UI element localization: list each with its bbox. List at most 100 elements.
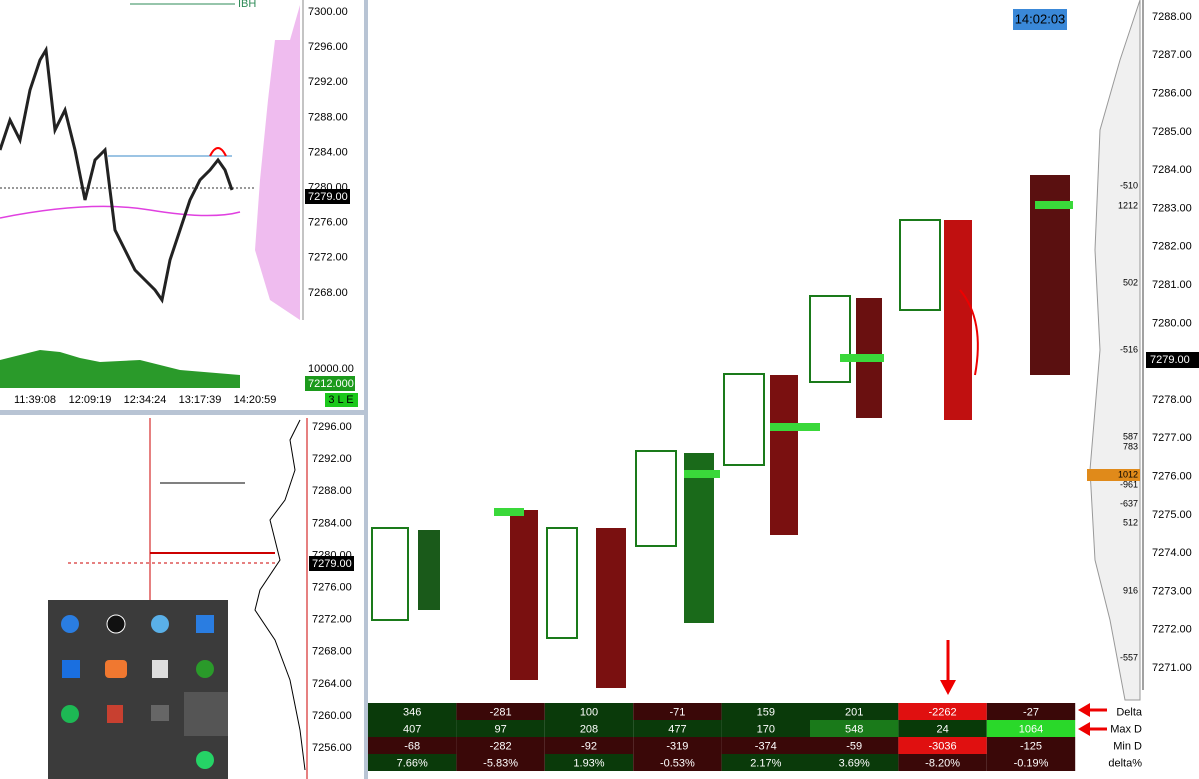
app-icon[interactable] — [105, 660, 127, 678]
summary-value: 3.69% — [839, 757, 870, 769]
y-tick-label: 7292.00 — [308, 76, 348, 88]
annotation-arc — [959, 289, 979, 376]
summary-cell — [456, 737, 545, 754]
time-axis: 11:39:08 12:09:19 12:34:24 13:17:39 14:20:59 — [14, 394, 276, 406]
vwap — [0, 205, 241, 219]
app-icon[interactable] — [196, 660, 214, 678]
profile-label: -637 — [1120, 498, 1138, 508]
summary-cell — [810, 737, 899, 754]
tray-selected[interactable] — [184, 692, 228, 736]
y-tick-label: 7276.00 — [1152, 471, 1192, 483]
y-tick-label: 7268.00 — [308, 287, 348, 299]
poc-bar — [1087, 469, 1140, 481]
y-tick-label: 7285.00 — [1152, 126, 1192, 138]
summary-value: -319 — [666, 740, 688, 752]
app-icon[interactable] — [106, 614, 126, 634]
summary-cell — [456, 720, 545, 737]
clock-box — [1013, 9, 1067, 30]
summary-cell — [721, 720, 810, 737]
summary-cell — [898, 754, 987, 771]
y-tick-label: 7287.00 — [1152, 49, 1192, 61]
whatsapp-icon[interactable] — [196, 751, 214, 769]
summary-value: -59 — [846, 740, 862, 752]
volume-bars — [0, 350, 240, 388]
y-tick-label: 7277.00 — [1152, 432, 1192, 444]
summary-value: 7.66% — [397, 757, 428, 769]
summary-cell — [986, 737, 1076, 754]
summary-value: 2.17% — [750, 757, 781, 769]
summary-cell — [721, 737, 810, 754]
y-tick-label: 7288.00 — [308, 111, 348, 123]
bottom-axis: 7296.007292.007288.007284.007280.007276.… — [312, 421, 352, 754]
summary-cell — [810, 754, 899, 771]
app-icon[interactable] — [151, 615, 169, 633]
summary-value: -125 — [1020, 740, 1042, 752]
x-tick-label: 14:20:59 — [234, 394, 277, 406]
profile-label: 502 — [1123, 277, 1138, 287]
summary-value: 208 — [580, 723, 598, 735]
profile-label: 1012 — [1118, 469, 1138, 479]
y-tick-label: 7283.00 — [1152, 202, 1192, 214]
y-tick-label: 7272.00 — [308, 252, 348, 264]
summary-value: -3036 — [929, 740, 957, 752]
right-axis: 7288.00 7287.00 7286.00 7285.00 7284.00 7283.… — [1152, 11, 1192, 674]
summary-cell — [633, 737, 722, 754]
arrow-head — [1078, 722, 1090, 736]
row-label: Min D — [1113, 740, 1142, 752]
y-tick-label: 7296.00 — [308, 41, 348, 53]
status-box — [325, 393, 358, 407]
y-tick-label: 7296.00 — [312, 421, 352, 433]
summary-cell — [456, 754, 545, 771]
summary-cell — [898, 720, 987, 737]
app-icon[interactable] — [107, 705, 123, 723]
y-tick-label: 7288.00 — [312, 485, 352, 497]
profile-label: 916 — [1123, 585, 1138, 595]
summary-value: 97 — [494, 723, 506, 735]
summary-value: -5.83% — [483, 757, 518, 769]
summary-table: 346 -281 100 -71 159 201 -2262 -27 Delta 407 97 208… — [368, 703, 1143, 771]
y-tick-label: 7300.00 — [308, 6, 348, 18]
divider — [364, 0, 368, 779]
app-icon[interactable] — [196, 615, 214, 633]
summary-cell — [986, 754, 1076, 771]
x-tick-label: 11:39:08 — [14, 394, 56, 406]
summary-value: -281 — [490, 706, 512, 718]
y-tick-label: 7274.00 — [1152, 547, 1192, 559]
volume-value: 7212.000 — [308, 378, 354, 390]
summary-cell — [456, 703, 545, 720]
y-tick-label: 7286.00 — [1152, 88, 1192, 100]
y-tick-label: 7264.00 — [312, 678, 352, 690]
summary-value: -0.53% — [660, 757, 695, 769]
row-label: delta% — [1108, 757, 1142, 769]
summary-cell — [721, 703, 810, 720]
price-box — [309, 556, 354, 571]
y-tick-label: 7275.00 — [1152, 509, 1192, 521]
summary-value: 477 — [668, 723, 686, 735]
summary-value: 346 — [403, 706, 421, 718]
price-box — [1146, 352, 1199, 368]
summary-value: -68 — [404, 740, 420, 752]
y-tick-label: 7268.00 — [312, 646, 352, 658]
summary-cell — [810, 703, 899, 720]
profile-label: -961 — [1120, 479, 1138, 489]
summary-value: -71 — [669, 706, 685, 718]
y-tick-label: 7272.00 — [1152, 624, 1192, 636]
x-tick-label: 12:34:24 — [124, 394, 167, 406]
summary-value: -2262 — [929, 706, 957, 718]
y-tick-label: 7273.00 — [1152, 585, 1192, 597]
bluetooth-icon[interactable] — [61, 615, 79, 633]
app-icon[interactable] — [62, 660, 80, 678]
price-box — [305, 189, 350, 204]
summary-value: 548 — [845, 723, 863, 735]
summary-cell — [544, 720, 634, 737]
security-icon[interactable] — [152, 660, 168, 678]
app-icon[interactable] — [151, 705, 169, 721]
spotify-icon[interactable] — [61, 705, 79, 723]
profile-label: 1212 — [1118, 200, 1138, 210]
summary-value: -27 — [1023, 706, 1039, 718]
y-tick-label: 7276.00 — [312, 582, 352, 594]
summary-value: -92 — [581, 740, 597, 752]
summary-value: -374 — [755, 740, 777, 752]
